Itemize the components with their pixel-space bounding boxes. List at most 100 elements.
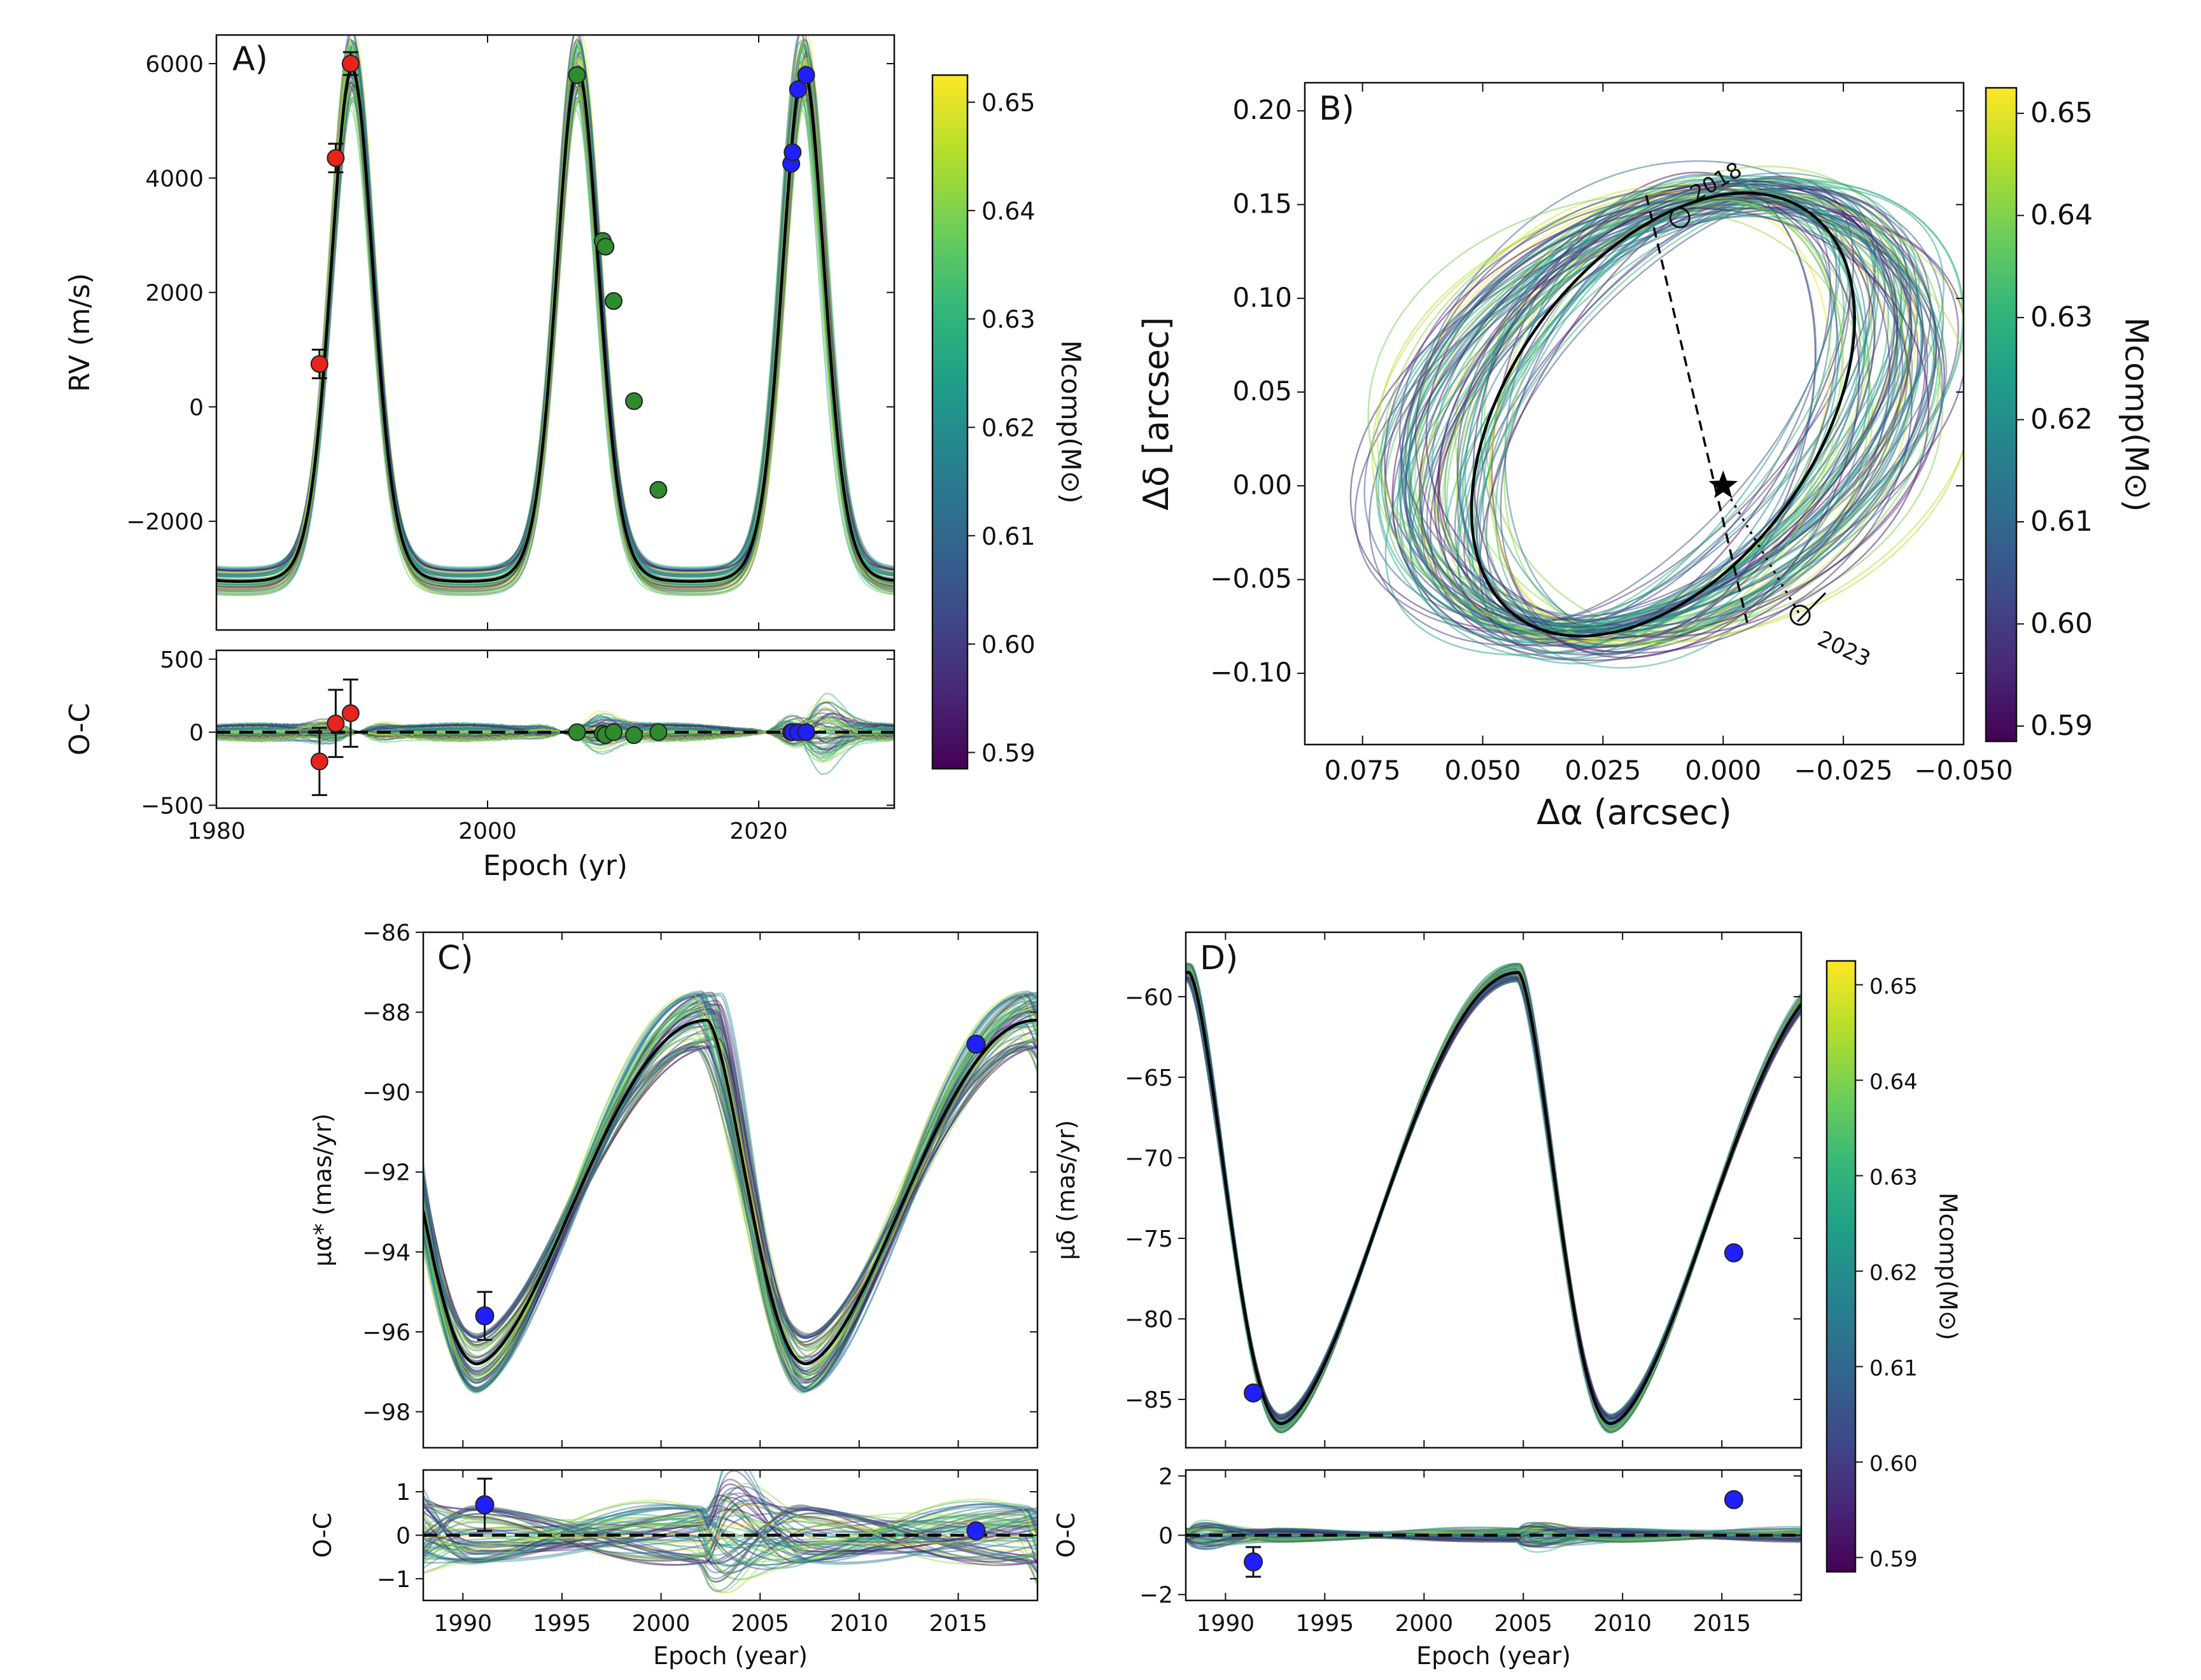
panel-c-resid-xtick-label: 1990 — [433, 1611, 492, 1637]
pm-posterior-orbit — [423, 1038, 1037, 1346]
pm-posterior-orbit — [1186, 967, 1801, 1429]
astrometric-posterior-orbit — [1421, 178, 1886, 640]
rv-residual-orbit — [216, 722, 894, 734]
pm-posterior-orbit — [1186, 976, 1801, 1420]
pm-posterior-orbit — [423, 996, 1037, 1388]
astrometric-posterior-orbit — [1457, 190, 1871, 622]
panel-b-xtick-label: 0.050 — [1444, 755, 1521, 786]
pm-residual-orbit — [423, 1516, 1037, 1567]
panel-a-resid-plot-area — [216, 678, 894, 796]
pm-residual-orbit — [423, 1505, 1037, 1564]
panel-d-ytick-label: −65 — [1125, 1065, 1173, 1091]
pm-posterior-orbit — [1186, 980, 1801, 1416]
rv-residual-orbit — [216, 728, 894, 759]
rv-data-point — [605, 292, 623, 311]
panel-c-resid-ytick-label: 0 — [396, 1523, 411, 1550]
pm-residual-orbit — [423, 1520, 1037, 1551]
pm-residual-orbit — [1186, 1527, 1801, 1548]
pm-posterior-orbit — [423, 1032, 1037, 1352]
pm-posterior-orbit — [423, 1012, 1037, 1371]
pm-posterior-orbit — [1186, 962, 1801, 1434]
pm-residual-orbit — [423, 1483, 1037, 1553]
rv-residual-orbit — [216, 728, 894, 748]
pm-residual-orbit — [1186, 1528, 1801, 1541]
pm-posterior-orbit — [1186, 970, 1801, 1425]
panel-a-resid-ytick-label: 0 — [189, 720, 204, 746]
pm-posterior-orbit — [1186, 962, 1801, 1434]
pm-residual-orbit — [423, 1504, 1037, 1571]
pm-residual-orbit — [423, 1508, 1037, 1553]
pm-posterior-orbit — [423, 1009, 1037, 1375]
panel-c-resid-xtick-label: 1995 — [533, 1611, 591, 1637]
pm-posterior-orbit — [1186, 980, 1801, 1416]
rv-data-point — [649, 480, 668, 499]
pm-posterior-orbit — [1186, 967, 1801, 1429]
pm-residual-orbit — [423, 1504, 1037, 1562]
pm-residual-point — [475, 1495, 495, 1515]
pm-posterior-orbit — [1186, 973, 1801, 1423]
pm-posterior-orbit — [423, 993, 1037, 1391]
pm-residual-orbit — [1186, 1524, 1801, 1543]
pm-posterior-orbit — [1186, 967, 1801, 1429]
pm-residual-orbit — [1186, 1529, 1801, 1540]
pm-posterior-orbit — [1186, 975, 1801, 1422]
pm-posterior-orbit — [1186, 972, 1801, 1425]
pm-data-point — [475, 1306, 495, 1326]
pm-posterior-orbit — [1186, 977, 1801, 1419]
pm-posterior-orbit — [1186, 965, 1801, 1431]
pm-posterior-orbit — [1186, 970, 1801, 1425]
panel-a-resid-ytick-label: −500 — [141, 793, 204, 819]
astrometric-posterior-orbit — [1409, 209, 1922, 627]
pm-residual-orbit — [423, 1508, 1037, 1553]
panel-b-label: B) — [1319, 90, 1354, 128]
panel-a-resid-xtick-label: 2000 — [458, 818, 517, 844]
rv-posterior-orbit — [216, 51, 894, 595]
cbD-tick-label: 0.62 — [1869, 1261, 1918, 1286]
pm-posterior-orbit — [1186, 966, 1801, 1430]
rv-residual-orbit — [216, 718, 894, 735]
panel-b-xtick-label: 0.000 — [1685, 755, 1761, 786]
pm-posterior-orbit — [1186, 966, 1801, 1431]
pm-residual-orbit — [423, 1522, 1037, 1546]
pm-residual-orbit — [1186, 1529, 1801, 1547]
pm-posterior-orbit — [1186, 963, 1801, 1433]
pm-posterior-orbit — [423, 1011, 1037, 1373]
cbB-tick-label: 0.61 — [2030, 505, 2093, 538]
panel-d-resid-xtick-label: 2000 — [1395, 1611, 1454, 1637]
rv-residual-orbit — [216, 715, 894, 741]
pm-posterior-orbit — [1186, 970, 1801, 1427]
panel-c-ytick-label: −86 — [362, 920, 411, 946]
pm-posterior-orbit — [423, 1025, 1037, 1359]
pm-posterior-orbit — [1186, 971, 1801, 1425]
panel-b-x-axis-label: Δα (arcsec) — [1536, 792, 1732, 832]
colorbar-a: Mcomp(M⊙) 0.65 0.64 0.63 0.62 0.61 0.60 0.59 — [931, 74, 1086, 770]
panel-c-ytick-label: −88 — [362, 1000, 411, 1026]
pm-residual-orbit — [1186, 1519, 1801, 1543]
panel-c-residual-plot: 1990 1995 2000 2005 2010 2015 1 0 −1 — [377, 1469, 1039, 1637]
panel-c-resid-plot-area — [423, 1470, 1037, 1594]
pm-residual-orbit — [1186, 1525, 1801, 1543]
panel-a-main-plot: 6000 4000 2000 0 −2000 — [126, 34, 896, 631]
rv-posterior-orbit — [216, 95, 894, 586]
panel-a-ytick-label: 2000 — [145, 281, 204, 307]
cbD-tick-label: 0.59 — [1869, 1547, 1918, 1572]
panel-c-ytick-label: −96 — [362, 1320, 411, 1346]
pm-residual-orbit — [1186, 1528, 1801, 1542]
pm-residual-orbit — [1186, 1525, 1801, 1543]
pm-residual-orbit — [423, 1506, 1037, 1566]
pm-residual-orbit — [423, 1513, 1037, 1561]
pm-posterior-orbit — [423, 991, 1037, 1392]
pm-posterior-orbit — [423, 1011, 1037, 1373]
pm-residual-orbit — [423, 1492, 1037, 1553]
pm-posterior-orbit — [1186, 965, 1801, 1431]
rv-residual-orbit — [216, 698, 894, 735]
rv-residual-point — [327, 714, 345, 732]
rv-residual-orbit — [216, 724, 894, 737]
pm-posterior-orbit — [423, 1047, 1037, 1337]
rv-data-point — [784, 143, 802, 162]
astrometric-posterior-orbit — [1371, 188, 1964, 647]
pm-data-point — [966, 1034, 986, 1054]
pm-posterior-orbit — [423, 994, 1037, 1390]
pm-posterior-orbit — [1186, 972, 1801, 1424]
